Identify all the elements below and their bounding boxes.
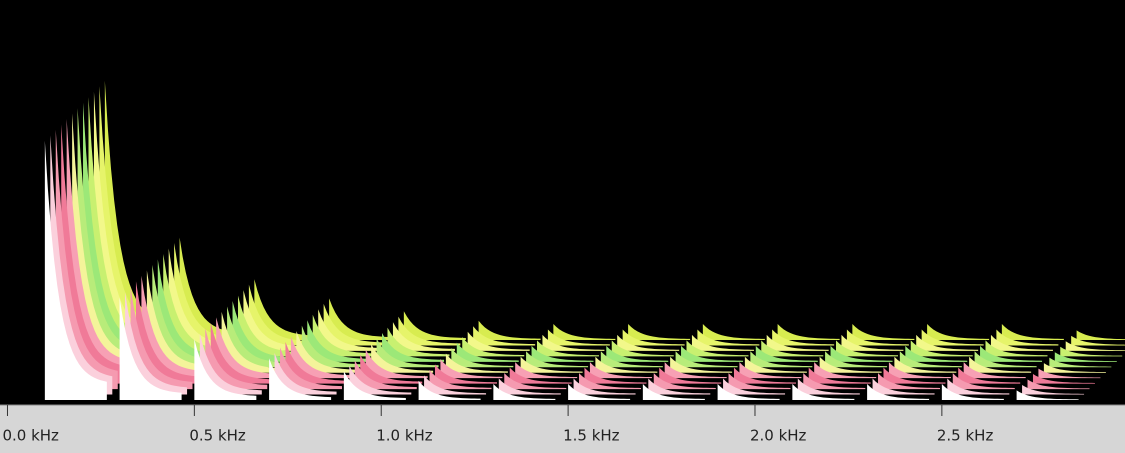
x-tick-label: 0.0 kHz [2,427,59,445]
x-tick-label: 2.5 kHz [937,427,994,445]
x-tick-label: 1.0 kHz [376,427,433,445]
spectrum-window: 0.0 kHz 0.5 kHz 1.0 kHz 1.5 kHz 2.0 kHz 2.5 k… [0,0,1125,453]
x-tick-label: 0.5 kHz [189,427,246,445]
x-tick-label: 2.0 kHz [750,427,807,445]
x-tick-label: 1.5 kHz [563,427,620,445]
